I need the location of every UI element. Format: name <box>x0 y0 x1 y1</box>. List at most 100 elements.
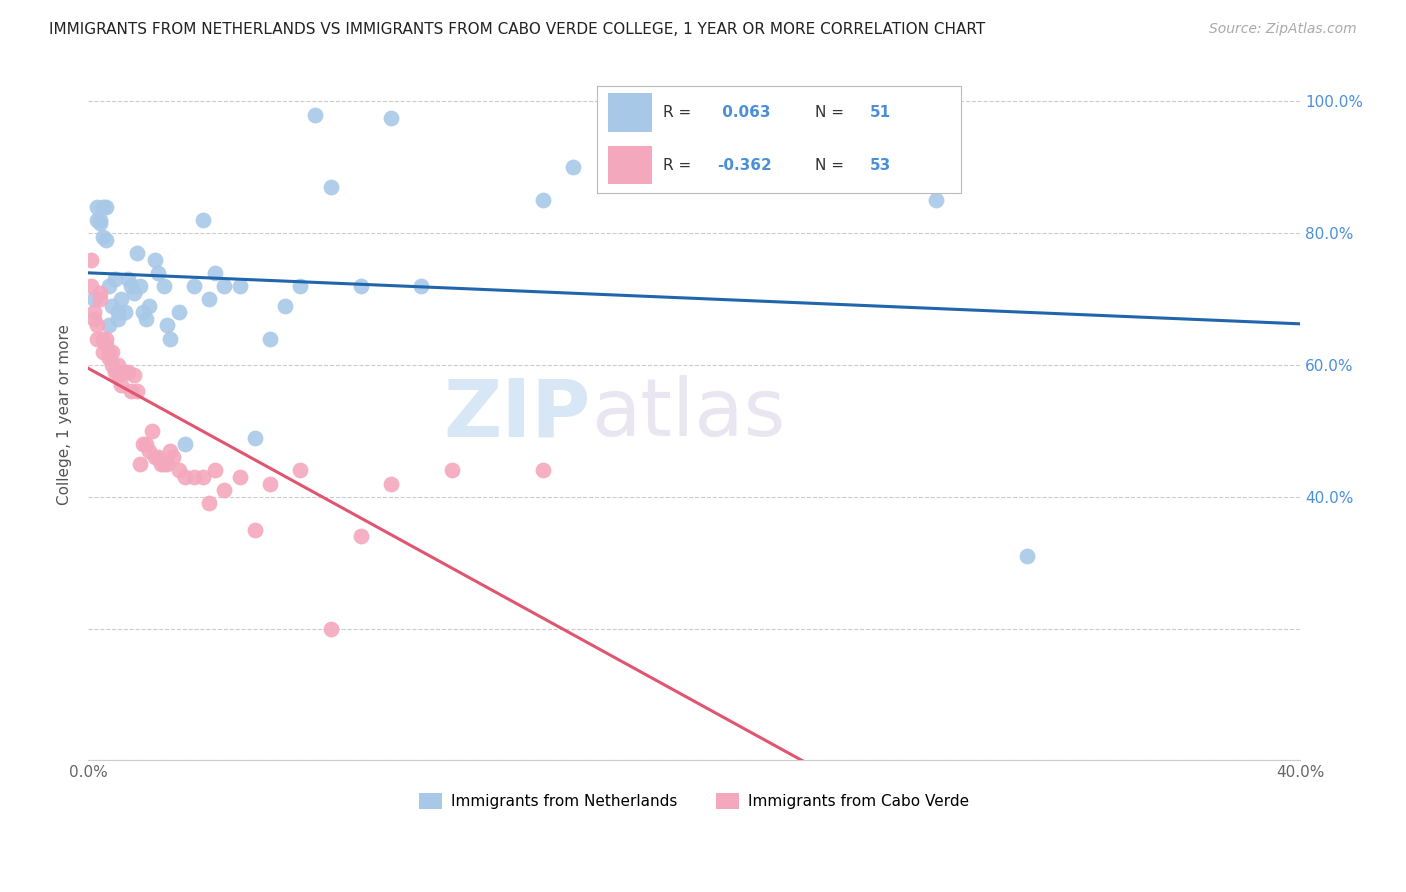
Point <box>319 180 342 194</box>
Point <box>117 272 139 286</box>
Point <box>1017 549 1039 563</box>
Point <box>117 365 139 379</box>
Point <box>101 358 124 372</box>
Point <box>531 194 554 208</box>
Point <box>183 279 205 293</box>
Point <box>214 483 236 498</box>
Point <box>125 246 148 260</box>
Point <box>96 233 118 247</box>
Point <box>146 266 169 280</box>
Point <box>159 443 181 458</box>
Point <box>243 430 266 444</box>
Point <box>131 305 153 319</box>
Point <box>96 338 118 352</box>
Point <box>80 279 103 293</box>
Point <box>290 279 312 293</box>
Point <box>128 279 150 293</box>
Point <box>98 318 121 333</box>
Point <box>167 305 190 319</box>
Point <box>83 292 105 306</box>
Point <box>174 437 197 451</box>
Point <box>228 470 250 484</box>
Point <box>110 292 132 306</box>
Point <box>104 365 127 379</box>
Point <box>198 292 221 306</box>
Point <box>411 279 433 293</box>
Point <box>122 285 145 300</box>
Point <box>259 332 281 346</box>
Point <box>146 450 169 465</box>
Point <box>135 437 157 451</box>
Point <box>107 305 129 319</box>
Point <box>198 496 221 510</box>
Point <box>304 108 326 122</box>
Point <box>193 213 215 227</box>
Point <box>101 299 124 313</box>
Point <box>350 279 373 293</box>
Legend: Immigrants from Netherlands, Immigrants from Cabo Verde: Immigrants from Netherlands, Immigrants … <box>413 787 976 815</box>
Point <box>128 457 150 471</box>
Point <box>89 213 111 227</box>
Point <box>91 200 114 214</box>
Point <box>380 476 402 491</box>
Point <box>380 111 402 125</box>
Point <box>89 285 111 300</box>
Point <box>138 443 160 458</box>
Point <box>204 266 226 280</box>
Point <box>138 299 160 313</box>
Point <box>156 457 179 471</box>
Point <box>83 305 105 319</box>
Point <box>91 229 114 244</box>
Point <box>86 213 108 227</box>
Point <box>162 450 184 465</box>
Text: Source: ZipAtlas.com: Source: ZipAtlas.com <box>1209 22 1357 37</box>
Point <box>531 463 554 477</box>
Point <box>561 161 583 175</box>
Text: ZIP: ZIP <box>444 376 591 453</box>
Y-axis label: College, 1 year or more: College, 1 year or more <box>58 324 72 505</box>
Point <box>101 344 124 359</box>
Point <box>174 470 197 484</box>
Point <box>96 332 118 346</box>
Point <box>120 384 142 399</box>
Point <box>91 332 114 346</box>
Point <box>228 279 250 293</box>
Point <box>120 279 142 293</box>
Text: atlas: atlas <box>591 376 786 453</box>
Point <box>153 457 176 471</box>
Point <box>114 365 136 379</box>
Point <box>107 368 129 382</box>
Point <box>159 332 181 346</box>
Point <box>131 437 153 451</box>
Point <box>350 529 373 543</box>
Point <box>183 470 205 484</box>
Point <box>110 377 132 392</box>
Point <box>259 476 281 491</box>
Text: IMMIGRANTS FROM NETHERLANDS VS IMMIGRANTS FROM CABO VERDE COLLEGE, 1 YEAR OR MOR: IMMIGRANTS FROM NETHERLANDS VS IMMIGRANT… <box>49 22 986 37</box>
Point <box>91 344 114 359</box>
Point <box>193 470 215 484</box>
Point <box>156 318 179 333</box>
Point <box>104 272 127 286</box>
Point <box>440 463 463 477</box>
Point <box>98 279 121 293</box>
Point <box>274 299 297 313</box>
Point <box>925 194 948 208</box>
Point <box>290 463 312 477</box>
Point <box>89 216 111 230</box>
Point <box>122 368 145 382</box>
Point <box>167 463 190 477</box>
Point <box>141 424 163 438</box>
Point <box>83 312 105 326</box>
Point <box>96 200 118 214</box>
Point <box>107 312 129 326</box>
Point <box>135 312 157 326</box>
Point <box>107 358 129 372</box>
Point <box>149 457 172 471</box>
Point <box>80 252 103 267</box>
Point <box>143 252 166 267</box>
Point <box>89 292 111 306</box>
Point <box>114 305 136 319</box>
Point <box>204 463 226 477</box>
Point <box>86 200 108 214</box>
